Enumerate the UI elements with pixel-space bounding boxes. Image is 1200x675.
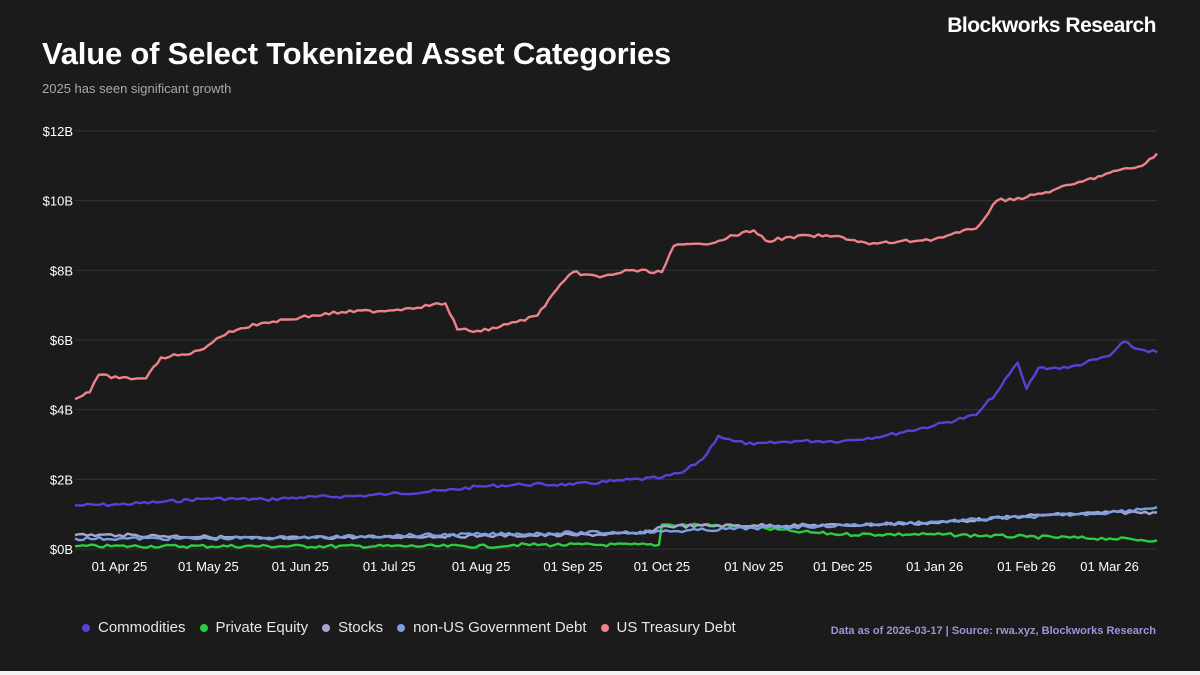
x-axis-ticks: 01 Apr 25 01 May 25 01 Jun 25 01 Jul 25 01 A… — [92, 559, 1139, 574]
legend-label: Commodities — [98, 619, 186, 636]
y-tick-label: $0B — [50, 542, 73, 557]
series-line-private-equity — [74, 522, 1158, 549]
legend-label: US Treasury Debt — [616, 619, 736, 636]
legend-item[interactable]: Private Equity — [199, 619, 309, 636]
x-tick-label: 01 Dec 25 — [813, 559, 872, 574]
legend-dot-icon — [322, 623, 331, 632]
x-tick-label: 01 Feb 26 — [997, 559, 1056, 574]
y-tick-label: $8B — [50, 263, 73, 278]
y-tick-label: $4B — [50, 403, 73, 418]
legend: Commodities Private Equity Stocks non-US Go… — [82, 619, 750, 636]
legend-dot-icon — [397, 623, 406, 632]
x-tick-label: 01 May 25 — [178, 559, 239, 574]
series-line-non-us-government-debt — [74, 506, 1158, 542]
y-tick-label: $6B — [50, 333, 73, 348]
x-tick-label: 01 Aug 25 — [452, 559, 511, 574]
y-tick-label: $10B — [43, 194, 73, 209]
legend-item[interactable]: non-US Government Debt — [397, 619, 587, 636]
y-tick-label: $12B — [43, 124, 73, 139]
series-lines — [74, 152, 1158, 549]
brand-logo-text: Blockworks Research — [947, 14, 1156, 37]
footer-bar — [0, 671, 1200, 675]
y-axis-ticks: $0B $2B $4B $6B $8B $10B $12B — [43, 124, 73, 557]
chart-plot: $0B $2B $4B $6B $8B $10B $12B 01 Apr 25 01 May … — [43, 124, 1158, 574]
chart-subtitle: 2025 has seen significant growth — [42, 81, 232, 96]
legend-label: Stocks — [338, 619, 384, 636]
legend-item[interactable]: Commodities — [82, 619, 186, 636]
legend-label: non-US Government Debt — [413, 619, 587, 636]
grid-lines — [75, 130, 1157, 550]
x-tick-label: 01 Jun 25 — [272, 559, 329, 574]
chart-title: Value of Select Tokenized Asset Categori… — [42, 36, 672, 71]
x-tick-label: 01 Jan 26 — [906, 559, 963, 574]
legend-item[interactable]: US Treasury Debt — [600, 619, 736, 636]
legend-item[interactable]: Stocks — [322, 619, 383, 636]
legend-label: Private Equity — [215, 619, 309, 636]
x-tick-label: 01 Oct 25 — [634, 559, 690, 574]
x-tick-label: 01 Jul 25 — [363, 559, 416, 574]
legend-dot-icon — [600, 623, 609, 632]
x-tick-label: 01 Mar 26 — [1080, 559, 1139, 574]
y-tick-label: $2B — [50, 472, 73, 487]
x-tick-label: 01 Nov 25 — [724, 559, 783, 574]
series-line-us-treasury-debt — [74, 152, 1158, 401]
legend-dot-icon — [82, 623, 90, 632]
x-tick-label: 01 Apr 25 — [92, 559, 148, 574]
x-tick-label: 01 Sep 25 — [543, 559, 602, 574]
legend-dot-icon — [199, 623, 208, 632]
series-line-commodities — [74, 340, 1158, 508]
source-note: Data as of 2026-03-17 | Source: rwa.xyz,… — [830, 625, 1156, 637]
